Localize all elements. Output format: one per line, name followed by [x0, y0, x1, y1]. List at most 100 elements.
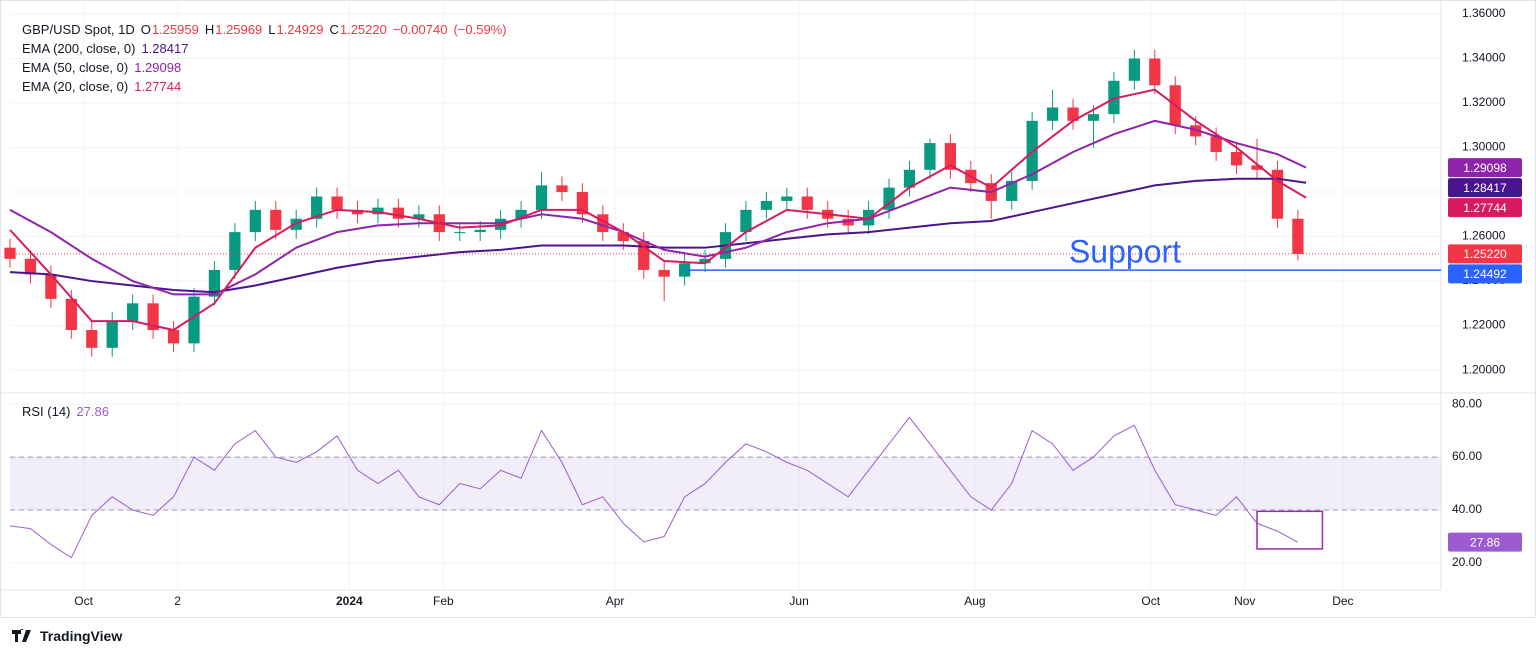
legend-name: RSI (14): [22, 404, 71, 419]
x-tick-label: Jun: [789, 594, 808, 608]
candle-body: [229, 232, 241, 270]
candle-body: [127, 303, 139, 322]
price-badge: 1.24492: [1448, 264, 1522, 284]
price-badge: 1.29098: [1448, 158, 1522, 178]
candle-body: [249, 209, 261, 233]
x-tick-label: Oct: [1141, 594, 1160, 608]
rsi-band: [10, 457, 1441, 511]
quote-key: L: [268, 22, 276, 37]
candle-body: [658, 269, 670, 277]
candle-body: [24, 258, 37, 275]
candle-body: [1067, 107, 1079, 121]
candle-body: [106, 321, 118, 348]
candle-body: [1128, 58, 1140, 81]
candle-body: [413, 214, 425, 219]
price-badge-bg: [1448, 244, 1522, 264]
rsi-line: [9, 416, 1299, 559]
candle-body: [86, 330, 98, 348]
quote-change: −0.00740: [392, 22, 448, 37]
candle-body: [65, 298, 77, 331]
quote-change-pct: (−0.59%): [453, 22, 507, 37]
price-badge-text: 1.29098: [1463, 161, 1507, 175]
ema-legend-row: EMA (50, close, 0) 1.29098: [22, 60, 513, 79]
y-tick-label: 40.00: [1452, 502, 1482, 516]
quote-value: 1.25959: [151, 22, 199, 37]
ema-line: [9, 88, 1307, 332]
candle-body: [617, 232, 629, 242]
candle-body: [208, 269, 221, 297]
candle-body: [147, 303, 159, 331]
price-badge-text: 1.24492: [1463, 267, 1507, 281]
legend-name: EMA (50, close, 0): [22, 60, 129, 75]
price-badge: 1.25220: [1448, 244, 1522, 264]
price-badge-text: 1.25220: [1463, 247, 1507, 261]
ema-legend-row: EMA (200, close, 0) 1.28417: [22, 41, 513, 60]
y-tick-label: 20.00: [1452, 555, 1482, 569]
candle-body: [576, 192, 589, 215]
candle-body: [1108, 80, 1120, 115]
footer: TradingView: [12, 628, 122, 644]
y-tick-label: 1.26000: [1462, 229, 1506, 243]
price-badge: 1.27744: [1448, 198, 1522, 218]
y-tick-label: 1.32000: [1462, 95, 1506, 109]
support-label: Support: [1069, 234, 1181, 270]
candle-body: [699, 258, 711, 264]
candle-body: [515, 209, 527, 219]
y-tick-label: 60.00: [1452, 449, 1482, 463]
brand-logo: [12, 629, 31, 642]
candle-body: [903, 169, 916, 188]
price-badge: 1.28417: [1448, 178, 1522, 198]
candle-body: [638, 241, 650, 270]
brand-name: TradingView: [40, 628, 123, 644]
candle-body: [351, 209, 364, 215]
candle-body: [842, 218, 854, 226]
quote-value: 1.25220: [339, 22, 387, 37]
x-tick-label: Apr: [606, 594, 625, 608]
x-tick-label: Oct: [74, 594, 93, 608]
candle-body: [760, 200, 773, 210]
highlight-box: [1256, 510, 1324, 550]
rsi-legend: RSI (14) 27.86: [22, 404, 115, 419]
rsi-badge-bg: [1448, 532, 1522, 552]
candle-body: [4, 247, 16, 259]
ema-line: [9, 119, 1307, 296]
candle-body: [372, 207, 384, 215]
price-badge-bg: [1448, 198, 1522, 218]
candle-body: [597, 214, 609, 233]
quote-key: C: [329, 22, 339, 37]
candle-body: [1190, 125, 1202, 137]
legend-value: 1.28417: [141, 41, 189, 56]
quote-item: O1.25959: [141, 22, 199, 37]
y-tick-label: 1.34000: [1462, 51, 1506, 65]
price-badge-text: 1.27744: [1463, 201, 1507, 215]
price-badge-bg: [1448, 264, 1522, 284]
quote-row: GBP/USD Spot, 1D O1.25959 H1.25969 L1.24929…: [22, 22, 513, 41]
candle-body: [1087, 114, 1100, 121]
price-badge-text: 1.28417: [1463, 181, 1507, 195]
quote-key: H: [204, 22, 215, 37]
candle-body: [1046, 107, 1059, 121]
candle-body: [556, 185, 568, 193]
candle-body: [1230, 151, 1243, 166]
y-tick-label: 80.00: [1452, 396, 1482, 410]
y-tick-label: 1.20000: [1462, 362, 1506, 376]
x-tick-label: Feb: [433, 594, 454, 608]
y-tick-label: 1.22000: [1462, 318, 1506, 332]
ema-legend-row: EMA (20, close, 0) 1.27744: [22, 79, 513, 98]
legend-name: EMA (20, close, 0): [22, 79, 129, 94]
candle-body: [781, 196, 793, 201]
x-tick-label: Nov: [1234, 594, 1255, 608]
rsi-badge: 27.86: [1448, 532, 1522, 552]
legend-value: 27.86: [76, 404, 109, 419]
symbol-title: GBP/USD Spot, 1D: [22, 22, 135, 37]
candle-body: [944, 143, 956, 170]
candle-body: [1251, 165, 1263, 170]
quote-item: C1.25220: [329, 22, 386, 37]
legend-name: EMA (200, close, 0): [22, 41, 136, 56]
candle-body: [188, 296, 200, 344]
candle-body: [270, 209, 282, 230]
rsi-badge-text: 27.86: [1470, 535, 1500, 549]
ema-line: [9, 177, 1307, 294]
